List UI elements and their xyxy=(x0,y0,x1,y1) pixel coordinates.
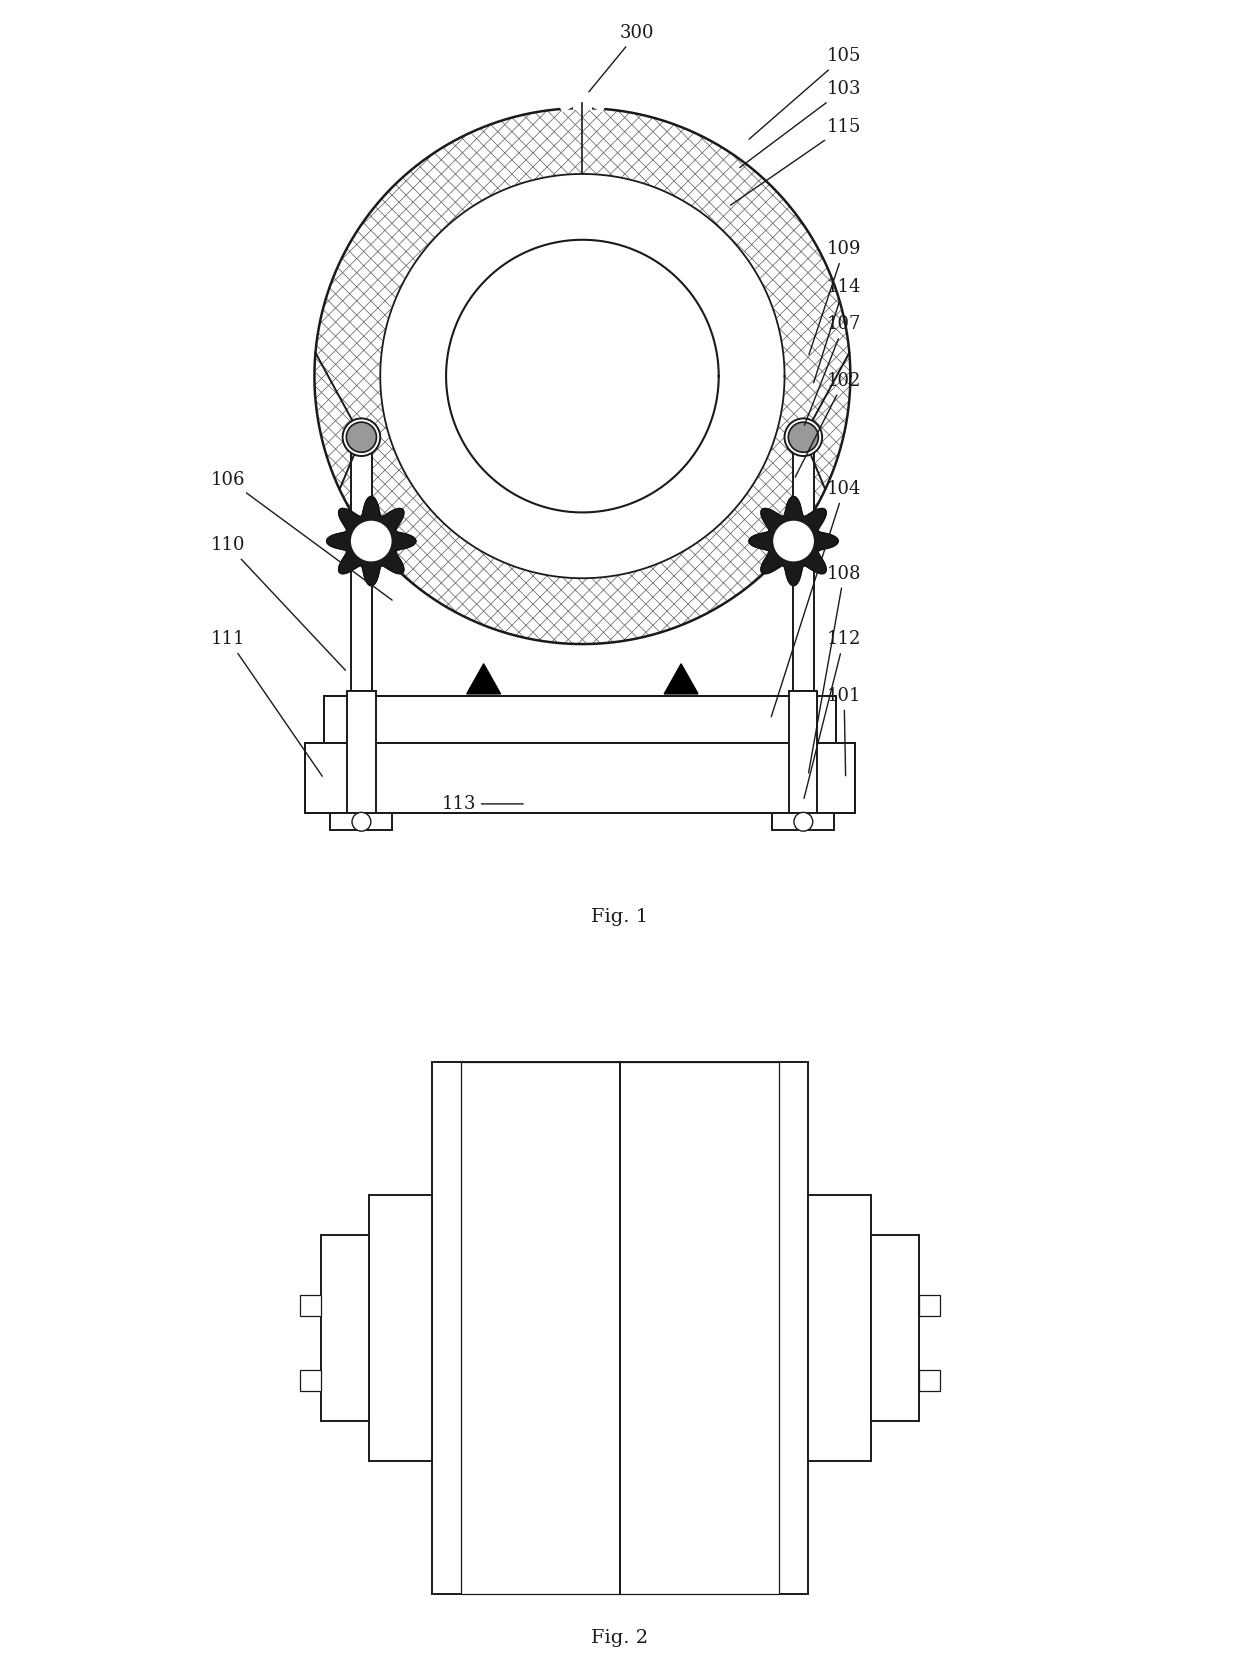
Circle shape xyxy=(352,522,391,561)
Circle shape xyxy=(774,522,813,561)
Bar xyxy=(368,1195,432,1461)
Bar xyxy=(305,742,856,813)
Text: 109: 109 xyxy=(808,240,862,354)
Bar xyxy=(919,1370,940,1390)
Text: 114: 114 xyxy=(813,277,862,383)
Polygon shape xyxy=(466,663,501,693)
Circle shape xyxy=(446,240,719,512)
Circle shape xyxy=(342,418,381,457)
Bar xyxy=(773,813,835,829)
Bar xyxy=(324,695,836,742)
Text: 110: 110 xyxy=(211,536,346,670)
Bar xyxy=(347,692,376,813)
Bar xyxy=(794,437,813,692)
Text: 112: 112 xyxy=(804,630,862,799)
Circle shape xyxy=(315,107,851,645)
Bar xyxy=(300,1296,321,1316)
Text: 300: 300 xyxy=(589,24,655,92)
Bar xyxy=(872,1236,919,1420)
Text: 107: 107 xyxy=(805,316,862,425)
Text: 115: 115 xyxy=(730,118,862,205)
Bar xyxy=(808,1195,872,1461)
Text: 104: 104 xyxy=(771,480,862,717)
Text: Fig. 1: Fig. 1 xyxy=(591,908,649,925)
Text: 106: 106 xyxy=(211,470,392,599)
Text: Fig. 2: Fig. 2 xyxy=(591,1629,649,1647)
Text: 105: 105 xyxy=(749,47,862,139)
Text: 101: 101 xyxy=(827,687,862,776)
Text: 111: 111 xyxy=(211,630,322,776)
Polygon shape xyxy=(665,663,698,693)
Bar xyxy=(321,1236,368,1420)
Text: 113: 113 xyxy=(441,794,523,813)
Text: 102: 102 xyxy=(795,371,862,477)
Text: 108: 108 xyxy=(808,564,862,772)
Circle shape xyxy=(789,421,818,452)
Circle shape xyxy=(346,421,377,452)
Circle shape xyxy=(352,813,371,831)
Circle shape xyxy=(785,418,822,457)
Circle shape xyxy=(794,813,812,831)
Bar xyxy=(432,1063,808,1593)
Bar xyxy=(330,813,393,829)
Polygon shape xyxy=(749,497,838,586)
Bar xyxy=(300,1370,321,1390)
Bar xyxy=(789,692,817,813)
Bar xyxy=(351,437,372,692)
Polygon shape xyxy=(326,497,415,586)
Bar xyxy=(324,695,836,742)
Text: 103: 103 xyxy=(740,81,862,168)
Bar xyxy=(919,1296,940,1316)
Bar xyxy=(461,1063,779,1593)
Bar xyxy=(305,742,856,813)
Circle shape xyxy=(381,175,785,578)
